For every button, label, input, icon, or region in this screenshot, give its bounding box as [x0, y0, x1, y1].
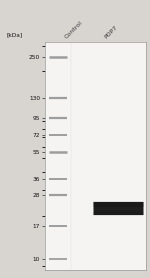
Text: POP7: POP7: [104, 24, 119, 39]
Text: [kDa]: [kDa]: [7, 32, 23, 37]
Text: Control: Control: [64, 20, 83, 39]
